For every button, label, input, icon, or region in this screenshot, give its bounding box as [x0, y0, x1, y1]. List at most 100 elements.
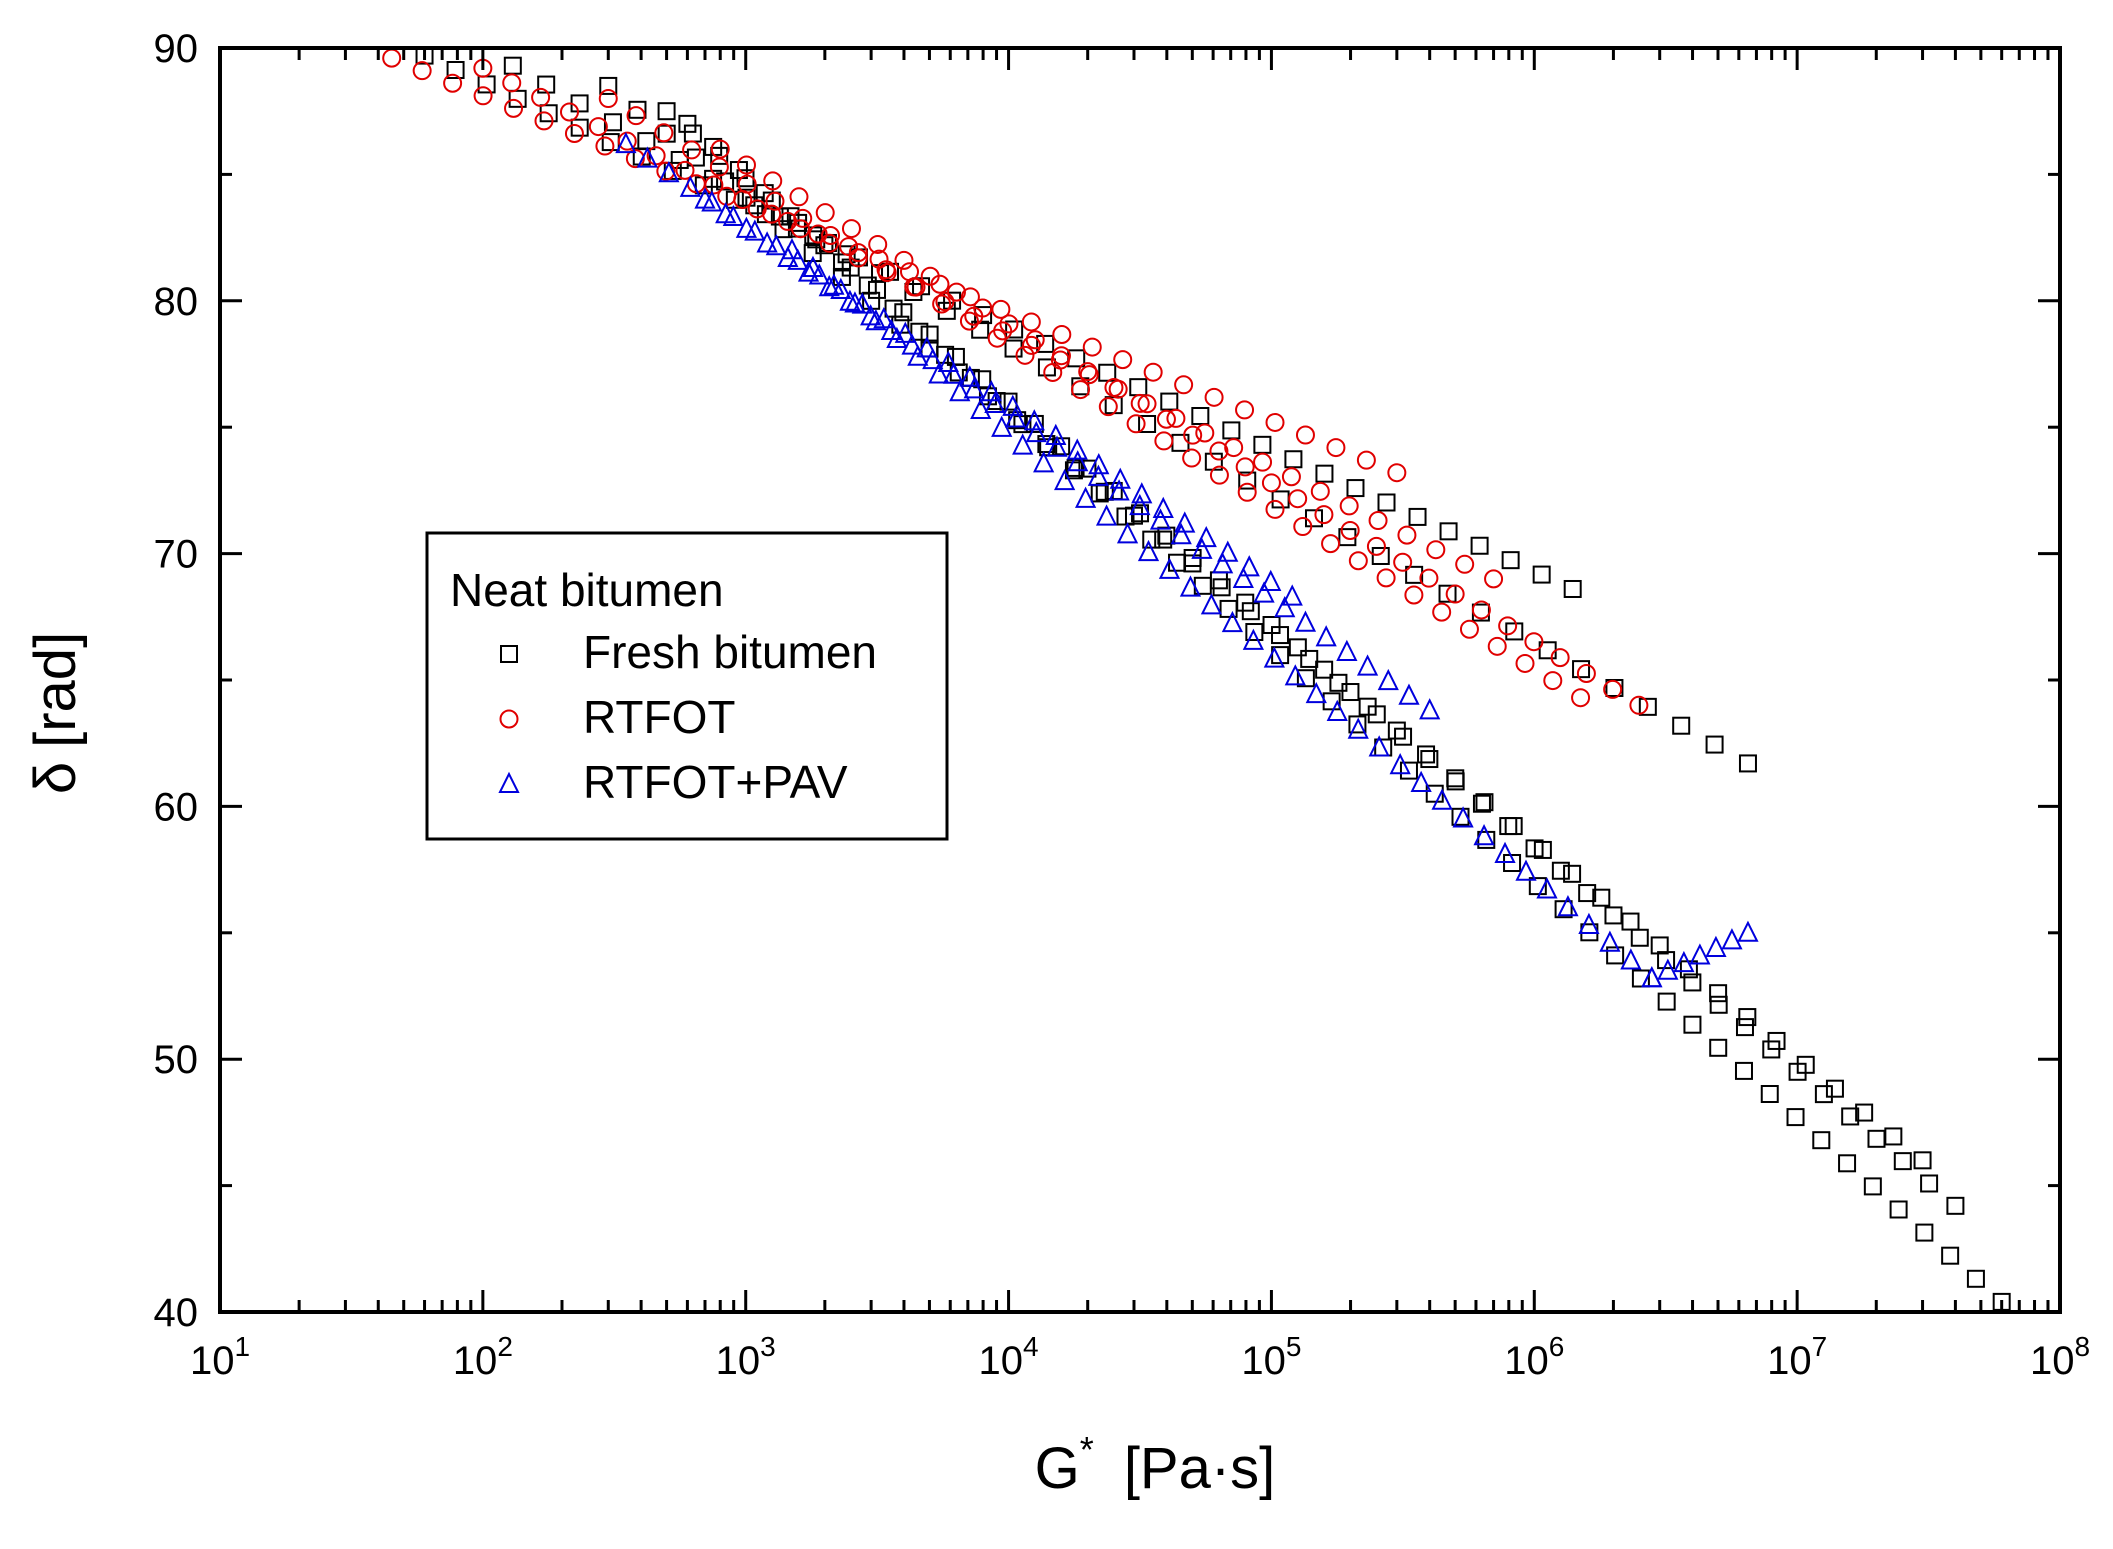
data-point [1265, 499, 1285, 519]
data-point [1915, 1223, 1934, 1242]
data-point [1966, 1269, 1985, 1288]
data-point [1484, 569, 1504, 589]
data-point [839, 237, 859, 257]
data-point [446, 61, 465, 80]
data-point [1657, 992, 1676, 1011]
series-rtfot-pav [615, 131, 1759, 988]
data-point [1376, 568, 1396, 588]
data-point [504, 98, 524, 118]
data-point [781, 207, 800, 226]
data-point [1315, 660, 1334, 679]
data-point [1348, 551, 1368, 571]
data-point [886, 326, 908, 349]
data-point [1104, 377, 1124, 397]
data-point [1571, 688, 1591, 708]
data-point [1013, 415, 1032, 434]
data-point [1046, 435, 1068, 457]
data-point [865, 309, 887, 331]
data-point [1366, 536, 1386, 556]
data-point [765, 191, 785, 211]
y-axis-symbol: δ [23, 762, 88, 794]
legend: Neat bitumen Fresh bitumen RTFOT RTFOT+PAV [425, 531, 949, 841]
data-point [1183, 425, 1203, 445]
data-point [1005, 320, 1024, 339]
data-point [1129, 493, 1151, 516]
x-tick-label: 104 [979, 1331, 1039, 1383]
data-point [534, 111, 554, 131]
data-point [1329, 673, 1348, 692]
x-tick-base: 10 [1241, 1339, 1286, 1383]
data-point [839, 289, 861, 311]
data-point [884, 299, 903, 318]
data-point [1737, 920, 1759, 942]
data-point [1838, 1154, 1857, 1173]
data-point [1825, 1079, 1844, 1098]
data-point [1212, 552, 1234, 574]
data-point [999, 392, 1018, 411]
y-axis-title: δ [rad] [23, 632, 88, 794]
data-point [1532, 565, 1551, 584]
data-point [818, 274, 840, 297]
data-point [1281, 467, 1301, 487]
data-point [765, 234, 787, 256]
data-point [960, 287, 980, 307]
data-point [1377, 668, 1399, 691]
data-point [1087, 464, 1110, 486]
data-point [1470, 536, 1489, 555]
data-point [781, 238, 803, 260]
data-point [1347, 717, 1369, 739]
data-point [1300, 649, 1319, 668]
data-point [1683, 1015, 1702, 1034]
data-point [1212, 578, 1231, 597]
data-point [1475, 793, 1494, 812]
data-point [1021, 312, 1041, 332]
data-point [1025, 414, 1044, 433]
x-tick-exponent: 2 [497, 1331, 513, 1362]
data-point [815, 203, 835, 223]
data-points [382, 46, 2011, 1311]
data-point [744, 219, 766, 241]
data-point [907, 344, 929, 366]
x-tick-label: 106 [1504, 1331, 1564, 1383]
data-point [1138, 414, 1157, 433]
data-point [1288, 638, 1307, 657]
data-point [1738, 1008, 1757, 1027]
data-point [1033, 451, 1055, 473]
data-point [1629, 695, 1649, 715]
y-tick-label: 40 [154, 1291, 199, 1335]
data-point [1116, 522, 1139, 544]
data-point [894, 321, 916, 343]
data-point [1408, 507, 1427, 526]
x-tick-label: 107 [1767, 1331, 1827, 1383]
x-tick-exponent: 1 [234, 1331, 250, 1362]
data-point [922, 347, 944, 370]
data-point [1452, 806, 1474, 828]
data-point [656, 161, 676, 181]
data-point [1174, 375, 1194, 395]
data-point [1760, 1084, 1779, 1103]
y-tick-label: 90 [154, 27, 199, 71]
data-point [1182, 448, 1202, 468]
data-point [808, 224, 828, 244]
data-point [942, 362, 965, 384]
legend-entry-label: Fresh bitumen [583, 626, 877, 678]
legend-marker-triangle [498, 771, 520, 793]
data-point [1397, 525, 1417, 545]
data-point [1262, 616, 1281, 635]
data-point [1219, 599, 1238, 618]
data-point [1237, 482, 1257, 502]
data-point [1501, 551, 1520, 570]
data-point [999, 314, 1019, 334]
data-point [1314, 505, 1334, 525]
data-point [1431, 788, 1453, 810]
data-point [1288, 489, 1308, 509]
data-point [1576, 663, 1596, 683]
data-point [901, 333, 923, 355]
data-point [615, 131, 637, 154]
data-point [1326, 699, 1348, 721]
data-point [1578, 912, 1600, 935]
data-point [1709, 984, 1728, 1003]
data-point [1191, 406, 1210, 425]
data-point [1025, 330, 1045, 350]
data-point [1221, 610, 1244, 633]
